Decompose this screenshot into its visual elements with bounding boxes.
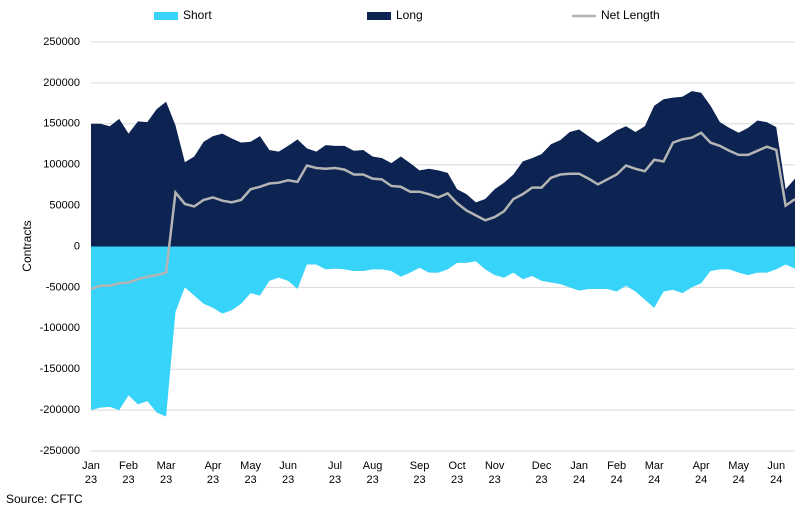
x-tick-label: Jun 23 xyxy=(279,460,297,486)
x-tick-label: Aug 23 xyxy=(363,460,383,486)
y-axis-title: Contracts xyxy=(20,220,34,271)
y-tick-label: 100000 xyxy=(43,159,80,171)
source-note: Source: CFTC xyxy=(6,492,83,506)
legend-swatch xyxy=(367,12,391,20)
x-tick-label: Mar 23 xyxy=(157,460,176,486)
x-tick-label: Oct 23 xyxy=(449,460,466,486)
y-tick-label: -150000 xyxy=(40,363,80,375)
x-tick-label: May 23 xyxy=(240,460,261,486)
y-tick-label: -200000 xyxy=(40,404,80,416)
x-tick-label: Jun 24 xyxy=(767,460,785,486)
y-tick-label: -250000 xyxy=(40,445,80,457)
y-tick-label: 150000 xyxy=(43,118,80,130)
y-tick-label: 200000 xyxy=(43,77,80,89)
y-tick-label: -100000 xyxy=(40,322,80,334)
x-tick-label: Feb 23 xyxy=(119,460,138,486)
x-tick-label: Apr 23 xyxy=(204,460,221,486)
y-tick-label: 250000 xyxy=(43,36,80,48)
legend-swatch xyxy=(154,12,178,20)
area-0 xyxy=(91,246,795,417)
x-tick-label: Dec 23 xyxy=(532,460,552,486)
legend-label: Net Length xyxy=(601,8,660,22)
x-tick-label: Nov 23 xyxy=(485,460,505,486)
x-tick-label: Apr 24 xyxy=(693,460,710,486)
x-tick-label: Jul 23 xyxy=(328,460,342,486)
legend-label: Long xyxy=(396,8,423,22)
x-tick-label: Feb 24 xyxy=(607,460,626,486)
x-tick-label: Jan 24 xyxy=(570,460,588,486)
line-2 xyxy=(90,131,796,291)
x-tick-label: Sep 23 xyxy=(410,460,430,486)
y-tick-label: 0 xyxy=(74,240,80,252)
x-tick-label: Jan 23 xyxy=(82,460,100,486)
x-tick-label: Mar 24 xyxy=(645,460,664,486)
y-tick-label: -50000 xyxy=(46,281,80,293)
legend-label: Short xyxy=(183,8,212,22)
y-tick-label: 50000 xyxy=(49,200,80,212)
area-1 xyxy=(91,91,795,247)
x-tick-label: May 24 xyxy=(728,460,749,486)
